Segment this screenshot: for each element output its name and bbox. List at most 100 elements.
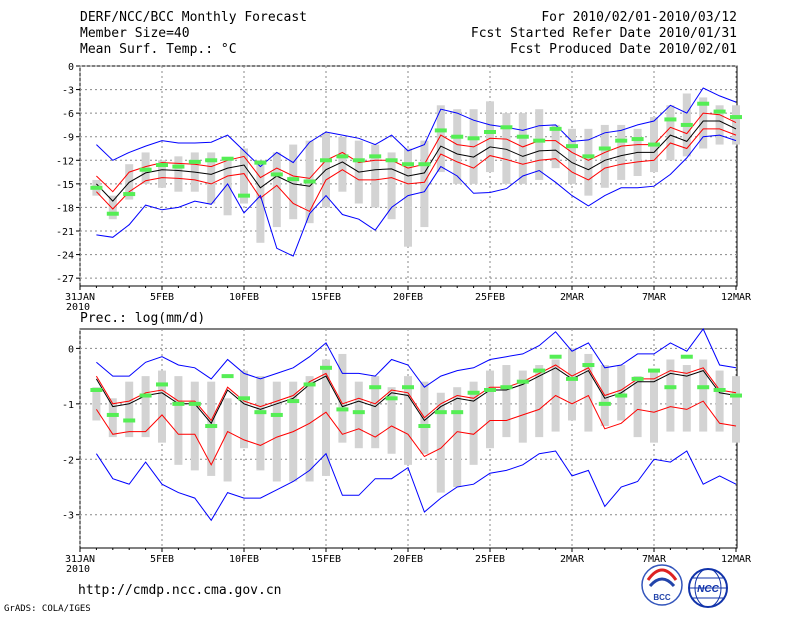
spread-box	[174, 376, 183, 465]
observed-marker	[270, 172, 283, 177]
spread-box	[715, 370, 724, 432]
observed-marker	[172, 401, 185, 406]
spread-box	[535, 365, 544, 438]
observed-marker	[615, 393, 628, 398]
observed-marker	[451, 134, 464, 139]
spread-box	[371, 144, 380, 208]
spread-box	[141, 376, 150, 438]
observed-marker	[402, 162, 414, 167]
fcst-produced-date: Fcst Produced Date 2010/02/01	[510, 42, 737, 57]
y-tick-label: -9	[62, 133, 74, 144]
observed-marker	[533, 368, 546, 373]
observed-marker	[484, 130, 496, 134]
observed-marker	[566, 144, 578, 149]
forecast-period: For 2010/02/01-2010/03/12	[541, 10, 737, 25]
x-tick-label: 12MAR	[721, 292, 752, 303]
observed-marker	[369, 154, 382, 159]
y-tick-label: -6	[62, 109, 74, 120]
observed-marker	[156, 163, 168, 167]
observed-marker	[582, 363, 595, 368]
x-tick-label: 31JAN	[65, 292, 95, 303]
spread-box	[518, 370, 527, 443]
series-line-upper-inner	[96, 112, 737, 193]
spread-box	[387, 152, 396, 220]
x-tick-label: 5FEB	[150, 554, 174, 565]
spread-box	[158, 160, 166, 188]
spread-box	[338, 353, 347, 443]
observed-marker	[730, 393, 742, 398]
observed-marker	[238, 396, 250, 401]
spread-box	[371, 376, 380, 449]
spread-box	[584, 128, 593, 196]
x-year-label: 2010	[66, 564, 90, 575]
spread-box	[518, 113, 527, 184]
series-line-upper-outer	[96, 87, 737, 168]
observed-marker	[188, 159, 201, 164]
spread-box	[256, 376, 265, 471]
spread-box	[535, 109, 544, 180]
x-tick-label: 5FEB	[150, 292, 174, 303]
spread-box	[207, 381, 216, 476]
spread-box	[502, 113, 511, 184]
source-url[interactable]: http://cmdp.ncc.cma.gov.cn	[78, 583, 282, 598]
spread-box	[584, 353, 593, 432]
observed-marker	[697, 101, 710, 106]
member-size: Member Size=40	[80, 26, 190, 41]
observed-marker	[352, 158, 365, 163]
spread-box	[502, 365, 511, 438]
y-tick-label: -21	[56, 227, 74, 238]
observed-marker	[90, 185, 103, 190]
spread-box	[568, 348, 576, 421]
x-tick-label: 12MAR	[721, 554, 752, 565]
spread-box	[223, 398, 232, 482]
x-tick-label: 20FEB	[393, 292, 423, 303]
spread-box	[207, 152, 216, 204]
spread-box	[256, 160, 265, 243]
spread-box	[600, 124, 609, 188]
observed-marker	[598, 401, 611, 406]
fcst-started-date: Fcst Started Refer Date 2010/01/31	[470, 26, 737, 41]
spread-box	[715, 105, 724, 145]
spread-box	[436, 105, 445, 173]
panel-1: 0 -3 -6 -9 -12 -15 -18 -21 -24 -27 31JAN 5FEB 10FEB 1…	[56, 62, 752, 313]
spread-box	[486, 370, 494, 449]
observed-marker	[369, 385, 382, 390]
spread-box	[568, 128, 576, 184]
observed-marker	[238, 193, 250, 198]
spread-box	[453, 387, 462, 488]
x-tick-label: 25FEB	[475, 554, 505, 565]
y-tick-label: -12	[56, 156, 74, 167]
spread-box	[732, 376, 740, 443]
y-tick-label: -27	[56, 274, 74, 285]
spread-box	[617, 124, 626, 180]
spread-box	[682, 365, 691, 432]
y-tick-label: -15	[56, 180, 74, 191]
spread-box	[666, 359, 675, 432]
spread-box	[108, 195, 117, 220]
spread-box	[305, 376, 314, 482]
spread-box	[387, 387, 396, 454]
observed-marker	[434, 128, 447, 133]
observed-marker	[352, 410, 365, 415]
spread-box	[699, 359, 708, 432]
header-right: For 2010/02/01-2010/03/12 Fcst Started Re…	[471, 10, 737, 58]
header-left: DERF/NCC/BCC Monthly Forecast Member Size…	[80, 10, 307, 58]
observed-marker	[123, 418, 136, 423]
spread-box	[650, 370, 658, 443]
observed-marker	[320, 365, 332, 370]
spread-box	[338, 136, 347, 192]
spread-box	[272, 381, 281, 482]
series-line-ensemble-mean	[96, 120, 737, 202]
observed-marker	[287, 399, 300, 404]
spread-box	[92, 387, 101, 421]
spread-box	[732, 105, 740, 145]
series-line-lower-inner	[96, 128, 737, 213]
spread-box	[125, 381, 134, 438]
observed-marker	[221, 156, 234, 161]
observed-marker	[451, 410, 464, 415]
observed-marker	[287, 177, 300, 182]
spread-box	[108, 398, 117, 438]
observed-marker	[648, 142, 660, 147]
y-tick-label: -3	[62, 86, 74, 97]
observed-marker	[418, 424, 431, 429]
